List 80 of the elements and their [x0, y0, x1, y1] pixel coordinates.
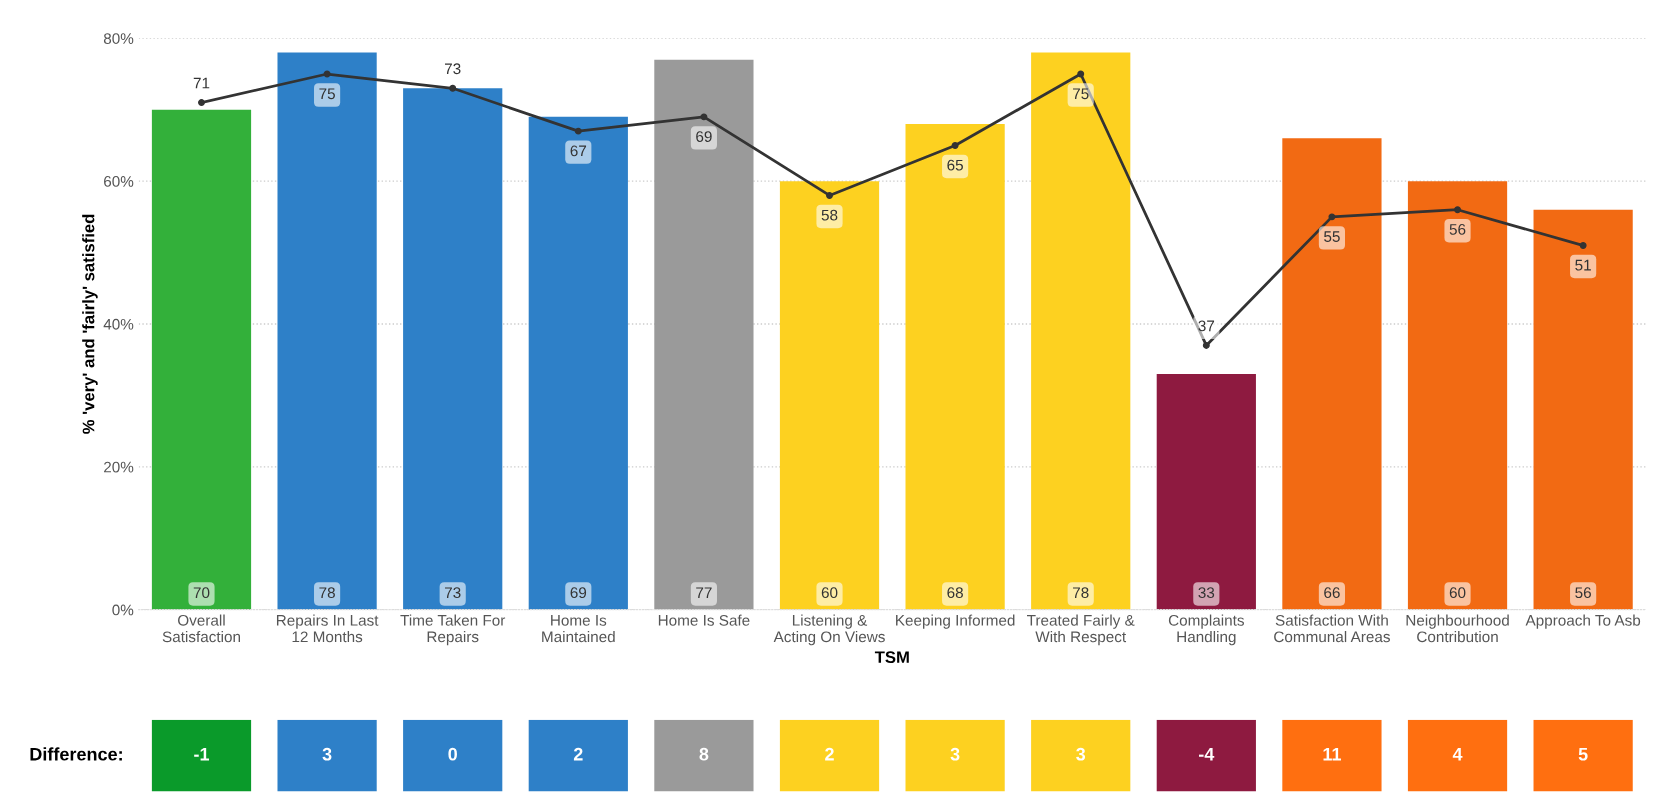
bar — [779, 181, 880, 610]
data-label: 3 — [950, 747, 960, 761]
point — [826, 191, 833, 199]
bar — [1156, 373, 1256, 610]
data-label: 69 — [696, 131, 712, 142]
data-label: 71 — [193, 77, 210, 89]
point — [951, 141, 959, 149]
point — [198, 99, 205, 107]
x-tick-label: Satisfaction With Communal Areas — [1274, 614, 1390, 643]
x-tick-label: Home Is Safe — [658, 614, 750, 626]
data-label: 11 — [1323, 747, 1341, 761]
point — [1202, 341, 1210, 349]
point — [323, 70, 331, 78]
data-label: 51 — [1575, 259, 1591, 271]
point — [449, 84, 457, 92]
data-label: 78 — [1073, 587, 1089, 599]
point — [1328, 213, 1336, 221]
data-label: 73 — [444, 587, 461, 599]
data-label: 68 — [947, 587, 963, 599]
bar — [151, 109, 252, 610]
y-tick-label: 60% — [104, 176, 134, 187]
text: Difference: — [30, 747, 122, 761]
bar — [277, 52, 377, 610]
data-label: -4 — [1199, 747, 1215, 761]
data-label: 37 — [1198, 320, 1215, 332]
point — [574, 127, 582, 135]
x-tick-label: Neighbourhood Contribution — [1406, 614, 1509, 643]
y-tick-label: 80% — [103, 33, 134, 44]
bar — [1407, 181, 1508, 610]
bar — [905, 124, 1005, 610]
data-label: 4 — [1452, 747, 1463, 761]
data-label: 0 — [448, 747, 457, 761]
bar — [1282, 138, 1382, 610]
x-tick-label: Approach To Asb — [1525, 614, 1641, 629]
x-tick-label: Home Is Maintained — [542, 615, 615, 643]
bar — [1031, 52, 1131, 610]
x-tick-label: Overall Satisfaction — [162, 614, 240, 643]
point — [700, 113, 708, 121]
data-label: 77 — [696, 587, 712, 598]
data-label: 5 — [1578, 747, 1588, 761]
x-tick-label: Repairs In Last 12 Months — [276, 614, 379, 643]
x-tick-label: Complaints Handling — [1168, 614, 1244, 646]
data-label: 75 — [319, 88, 335, 100]
data-label: 56 — [1575, 587, 1591, 599]
data-label: 2 — [825, 747, 834, 761]
data-label: 8 — [699, 747, 709, 761]
data-label: 56 — [1449, 224, 1466, 235]
bar — [1533, 209, 1633, 610]
data-label: 3 — [1076, 747, 1086, 761]
data-label: 69 — [570, 587, 587, 599]
data-label: 70 — [193, 587, 210, 599]
point — [1454, 206, 1462, 214]
data-label: 75 — [1073, 88, 1089, 100]
y-tick-label: 0% — [112, 604, 134, 616]
x-tick-label: Listening & Acting On Views — [773, 614, 885, 646]
data-label: 55 — [1324, 231, 1340, 242]
point — [1579, 241, 1587, 249]
bar — [403, 88, 503, 610]
bar — [654, 59, 754, 610]
data-label: 60 — [821, 587, 838, 599]
data-label: 66 — [1324, 587, 1340, 599]
y-tick-label: 40% — [103, 318, 134, 330]
data-label: 78 — [319, 587, 335, 599]
data-label: 2 — [573, 747, 583, 761]
y-axis-title: % 'very' and 'fairly' satisfied — [82, 214, 98, 434]
x-tick-label: Time Taken For Repairs — [400, 614, 506, 646]
bar — [528, 116, 628, 610]
point — [1077, 70, 1085, 78]
x-tick-label: Treated Fairly & With Respect — [1027, 614, 1135, 646]
data-label: 65 — [947, 159, 963, 171]
data-label: 58 — [821, 209, 838, 221]
data-label: 73 — [444, 63, 461, 75]
data-label: 3 — [322, 747, 332, 761]
y-tick-label: 20% — [104, 461, 134, 473]
x-tick-label: Keeping Informed — [896, 614, 1015, 629]
data-label: -1 — [194, 747, 210, 761]
x-axis-title: TSM — [874, 651, 909, 664]
data-label: 67 — [570, 145, 587, 157]
data-label: 60 — [1449, 587, 1466, 599]
data-label: 33 — [1198, 587, 1215, 599]
